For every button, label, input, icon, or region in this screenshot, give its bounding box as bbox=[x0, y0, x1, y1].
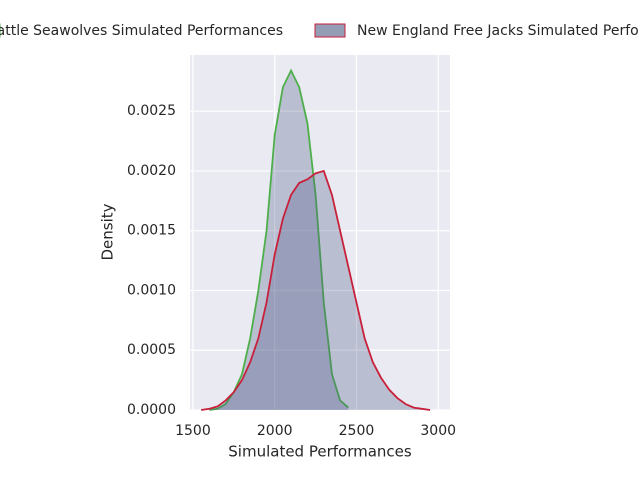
y-tick-label: 0.0015 bbox=[127, 223, 176, 239]
y-tick-label: 0.0005 bbox=[127, 342, 176, 358]
legend-label: New England Free Jacks Simulated Perform… bbox=[357, 23, 640, 39]
y-tick-label: 0.0010 bbox=[127, 282, 176, 298]
y-tick-label: 0.0025 bbox=[127, 103, 176, 119]
y-axis-label: Density bbox=[99, 203, 117, 260]
x-tick-label: 2000 bbox=[257, 423, 293, 439]
y-tick-label: 0.0000 bbox=[127, 402, 176, 418]
legend-label: Seattle Seawolves Simulated Performances bbox=[0, 23, 283, 39]
density-line bbox=[200, 169, 431, 411]
y-tick-label: 0.0020 bbox=[127, 163, 176, 179]
x-tick-label: 1500 bbox=[175, 423, 211, 439]
x-axis-label: Simulated Performances bbox=[228, 443, 412, 461]
density-area bbox=[201, 170, 431, 410]
legend-swatch bbox=[314, 23, 346, 38]
x-tick-label: 3000 bbox=[420, 423, 456, 439]
x-tick-label: 2500 bbox=[339, 423, 375, 439]
